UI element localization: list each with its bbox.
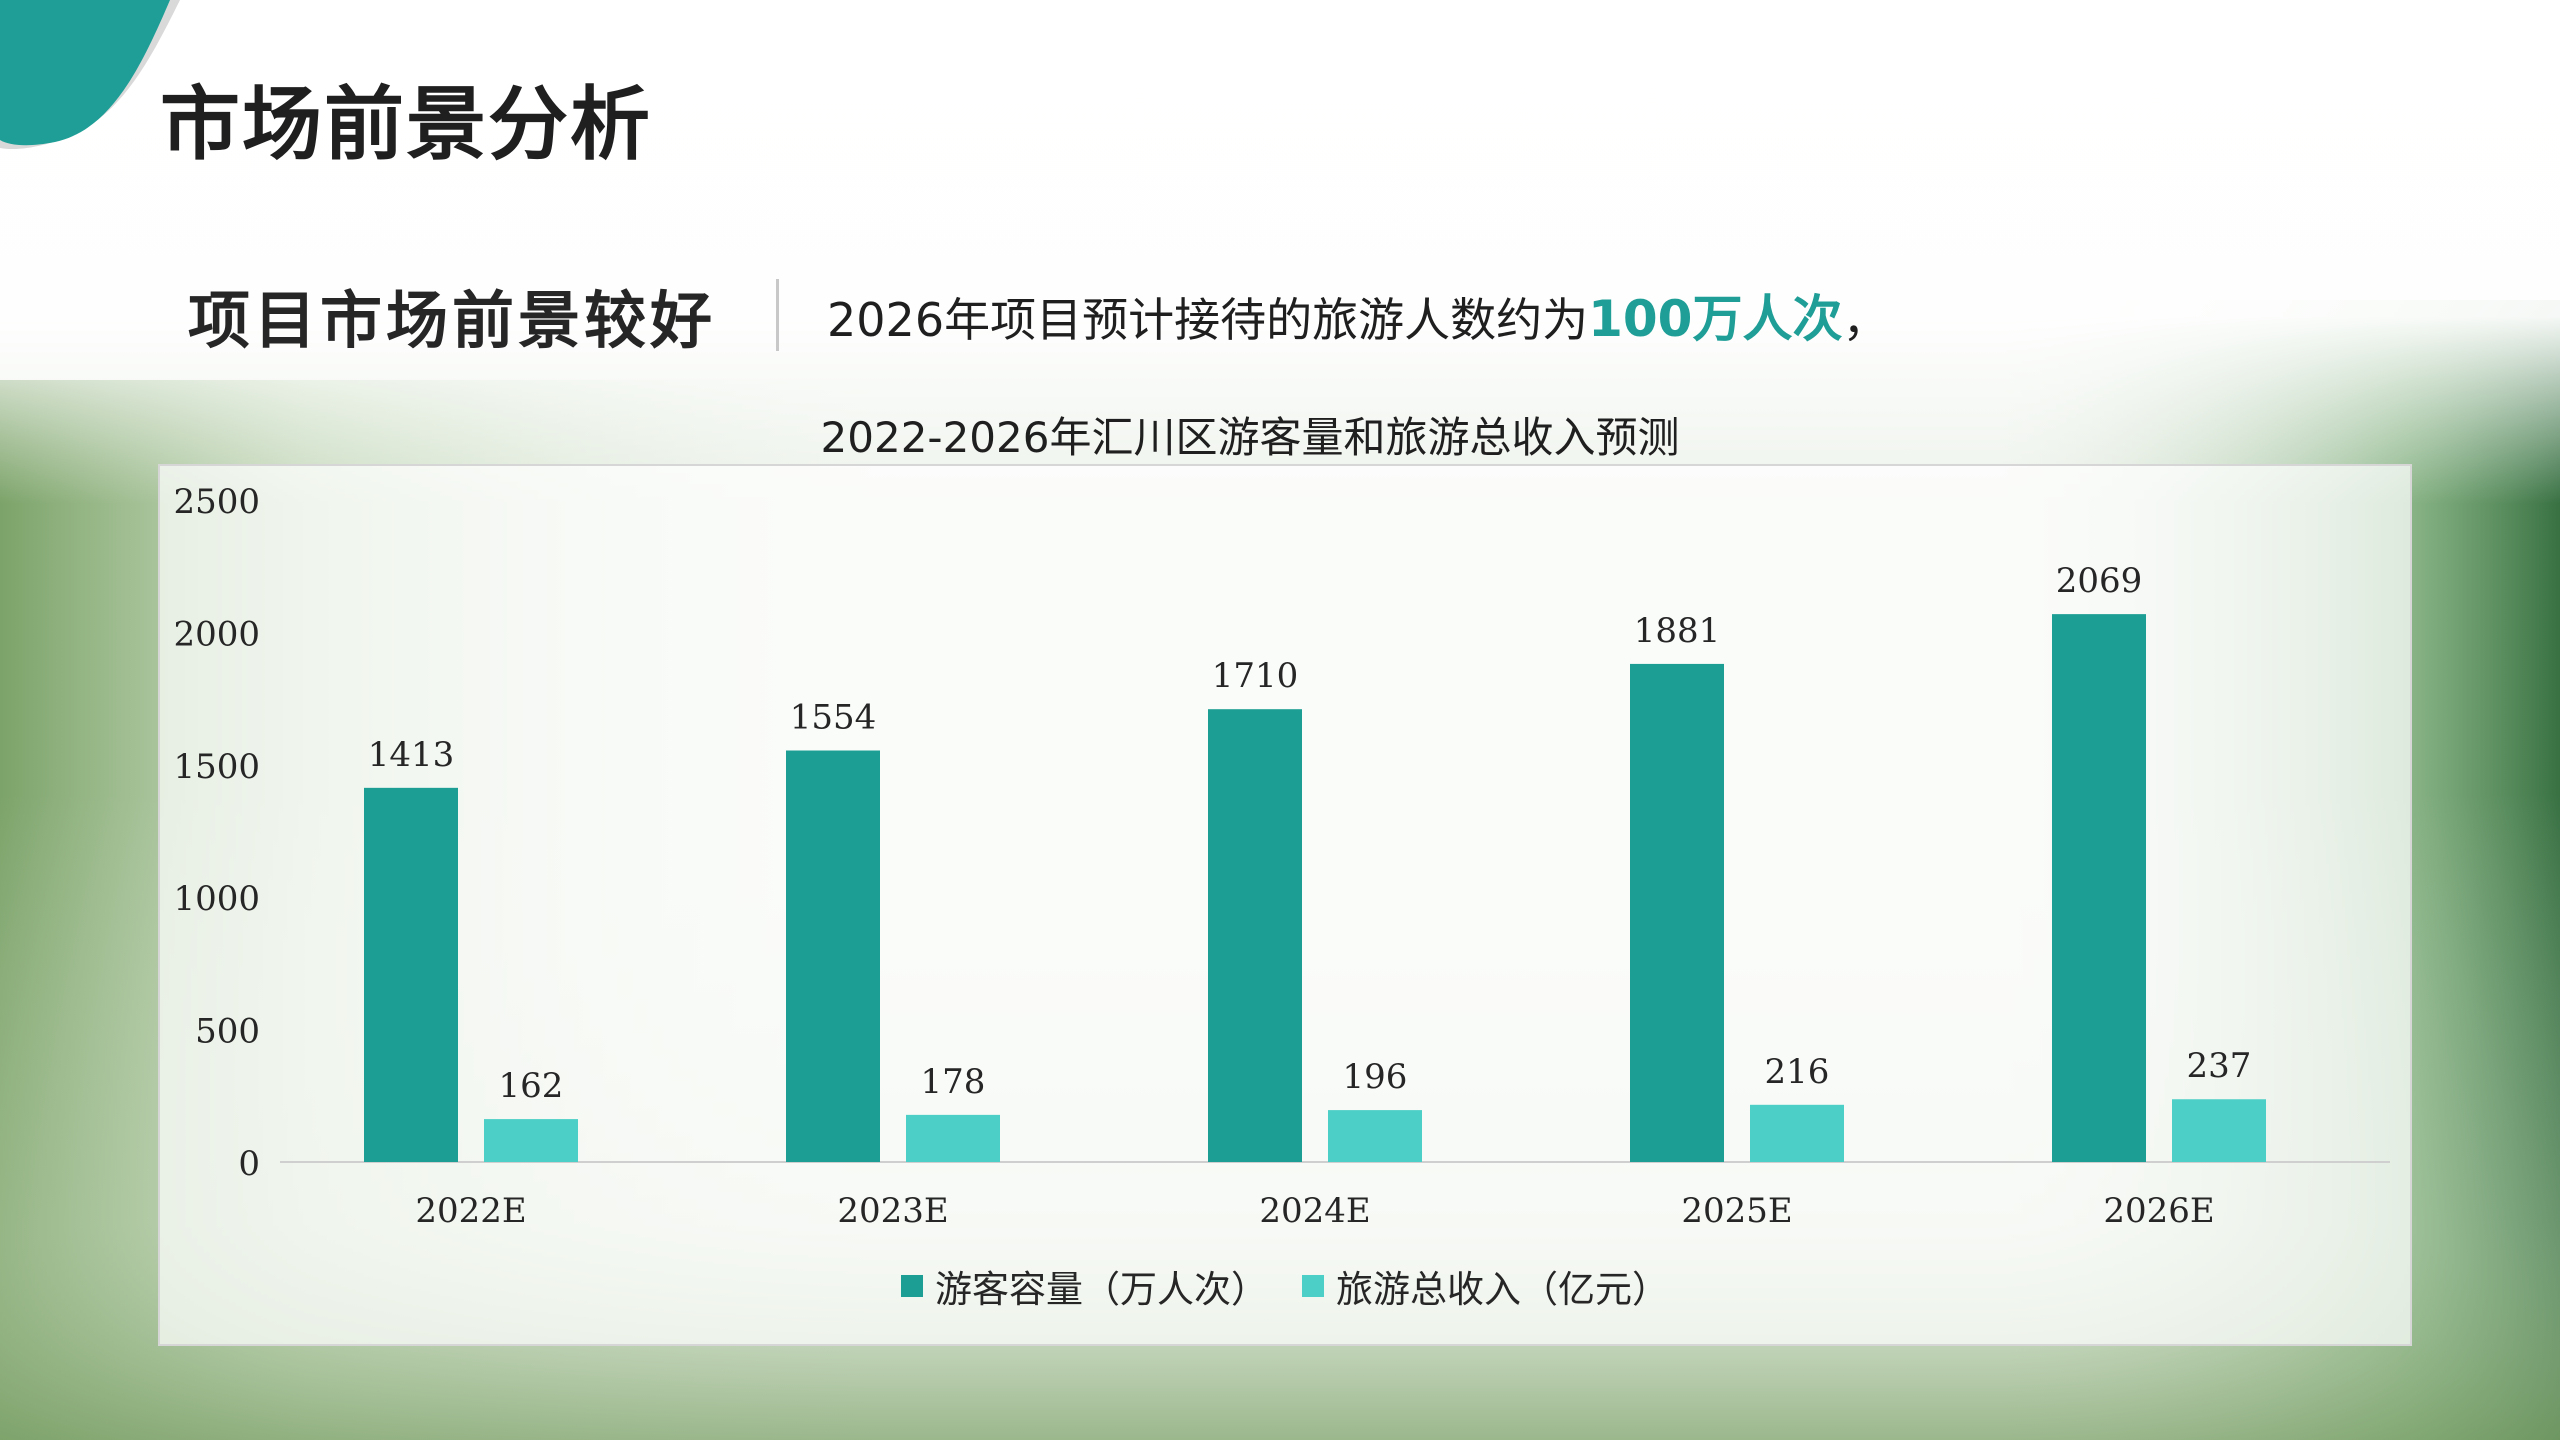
chart-legend: 游客容量（万人次） 旅游总收入（亿元） bbox=[160, 1256, 2410, 1316]
y-tick-label: 1000 bbox=[173, 879, 260, 919]
y-tick-label: 0 bbox=[238, 1144, 260, 1184]
chart-container: 0 500 1000 1500 2000 2500 2022E 1413 162 2023E 155… bbox=[158, 464, 2412, 1346]
x-tick-label: 2026E bbox=[2103, 1191, 2214, 1231]
bar-visitors bbox=[364, 787, 458, 1162]
data-label: 196 bbox=[1343, 1057, 1408, 1097]
bar-revenue bbox=[484, 1119, 578, 1162]
bar-revenue bbox=[1328, 1110, 1422, 1162]
x-tick-label: 2022E bbox=[415, 1191, 526, 1231]
bar-visitors bbox=[2052, 614, 2146, 1162]
data-label: 162 bbox=[499, 1066, 564, 1106]
description-highlight: 100万人次 bbox=[1588, 290, 1843, 348]
data-label: 2069 bbox=[2056, 561, 2143, 601]
description: 2026年项目预计接待的旅游人数约为100万人次， bbox=[827, 279, 1888, 351]
data-label: 1710 bbox=[1212, 656, 1299, 696]
x-tick-label: 2023E bbox=[837, 1191, 948, 1231]
legend-label: 游客容量（万人次） bbox=[935, 1268, 1268, 1311]
y-tick-label: 2500 bbox=[173, 482, 260, 522]
legend-item: 旅游总收入（亿元） bbox=[1302, 1259, 1669, 1313]
bar-revenue bbox=[2172, 1099, 2266, 1162]
bar-revenue bbox=[906, 1114, 1000, 1162]
subtitle: 项目市场前景较好 bbox=[188, 284, 717, 357]
subtitle-row: 项目市场前景较好 2026年项目预计接待的旅游人数约为100万人次， bbox=[188, 265, 1888, 365]
description-prefix: 2026年项目预计接待的旅游人数约为 bbox=[827, 293, 1589, 347]
bar-visitors bbox=[1208, 709, 1302, 1162]
bar-revenue bbox=[1750, 1104, 1844, 1162]
bar-chart: 0 500 1000 1500 2000 2500 2022E 1413 162 2023E 155… bbox=[173, 482, 2390, 1231]
data-label: 178 bbox=[921, 1062, 986, 1102]
data-label: 216 bbox=[1765, 1052, 1830, 1092]
description-suffix: ， bbox=[1842, 293, 1889, 347]
legend-label: 旅游总收入（亿元） bbox=[1336, 1268, 1669, 1311]
y-tick-label: 2000 bbox=[173, 614, 260, 654]
legend-swatch bbox=[1302, 1275, 1324, 1297]
legend-item: 游客容量（万人次） bbox=[901, 1259, 1268, 1313]
data-label: 1413 bbox=[368, 735, 455, 775]
x-tick-label: 2024E bbox=[1259, 1191, 1370, 1231]
y-tick-label: 1500 bbox=[173, 747, 260, 787]
bar-visitors bbox=[786, 750, 880, 1162]
data-label: 1554 bbox=[790, 698, 877, 738]
legend-swatch bbox=[901, 1275, 923, 1297]
divider bbox=[776, 279, 780, 351]
y-tick-label: 500 bbox=[195, 1012, 260, 1052]
chart-title: 2022-2026年汇川区游客量和旅游总收入预测 bbox=[820, 413, 1680, 462]
data-label: 237 bbox=[2187, 1046, 2252, 1086]
page-title: 市场前景分析 bbox=[160, 78, 652, 171]
x-tick-label: 2025E bbox=[1681, 1191, 1792, 1231]
data-label: 1881 bbox=[1634, 611, 1721, 651]
bar-visitors bbox=[1630, 663, 1724, 1162]
